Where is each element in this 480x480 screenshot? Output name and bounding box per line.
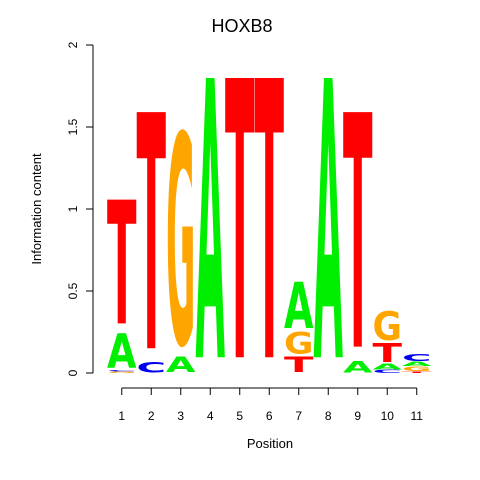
y-tick-label: 1 — [66, 205, 80, 212]
logo-letter-g: G — [402, 366, 431, 373]
x-tick-label: 10 — [381, 409, 395, 423]
logo-letter-t: T — [255, 3, 285, 448]
logo-letter-t: T — [343, 50, 372, 424]
logo-letter-t: T — [284, 352, 314, 377]
y-tick-label: 0 — [66, 369, 80, 376]
logo-letter-g: G — [373, 304, 403, 350]
logo-letter-c: C — [107, 369, 136, 371]
logo-letter-a: A — [343, 358, 373, 376]
logo-letter-c: C — [137, 360, 167, 376]
logo-letter-a: A — [196, 3, 226, 449]
x-tick-label: 11 — [411, 409, 424, 423]
logo-letter-g: G — [166, 76, 195, 411]
logo-letter-c: C — [402, 352, 431, 363]
x-tick-label: 2 — [148, 409, 155, 423]
x-tick-label: 6 — [266, 409, 273, 423]
logo-letter-g: G — [107, 371, 136, 373]
logo-letter-t: T — [402, 371, 432, 373]
x-tick-label: 7 — [295, 409, 302, 423]
x-axis-label: Position — [247, 436, 293, 451]
y-tick-label: 0.5 — [66, 282, 80, 299]
logo-letter-t: T — [225, 3, 255, 448]
logo-letter-c: C — [373, 369, 402, 374]
logo-letter-a: A — [314, 3, 344, 449]
x-tick-label: 5 — [236, 409, 243, 423]
y-tick-label: 1.5 — [66, 118, 80, 135]
y-axis-label: Information content — [29, 153, 44, 265]
logo-letter-a: A — [284, 271, 314, 344]
logo-letter-t: T — [107, 167, 136, 364]
x-tick-label: 8 — [325, 409, 332, 423]
x-tick-label: 4 — [207, 409, 214, 423]
x-axis: 1 2 3 4 5 6 7 8 9 10 11 — [118, 387, 424, 423]
logo-letter-a: A — [107, 325, 137, 380]
y-axis: 0 0.5 1 1.5 2 — [66, 41, 94, 376]
logo-letter-a: A — [166, 353, 195, 378]
logo-letter-t: T — [373, 339, 403, 369]
chart-title: HOXB8 — [211, 16, 272, 36]
x-tick-label: 3 — [177, 409, 184, 423]
logo-letter-a: A — [402, 361, 431, 368]
logo-letter-g: G — [284, 326, 313, 361]
y-tick-label: 2 — [66, 41, 80, 48]
logo-letter-t: T — [137, 50, 166, 426]
logo-letter-a: A — [373, 362, 403, 371]
x-tick-label: 1 — [118, 409, 125, 423]
x-tick-label: 9 — [354, 409, 361, 423]
